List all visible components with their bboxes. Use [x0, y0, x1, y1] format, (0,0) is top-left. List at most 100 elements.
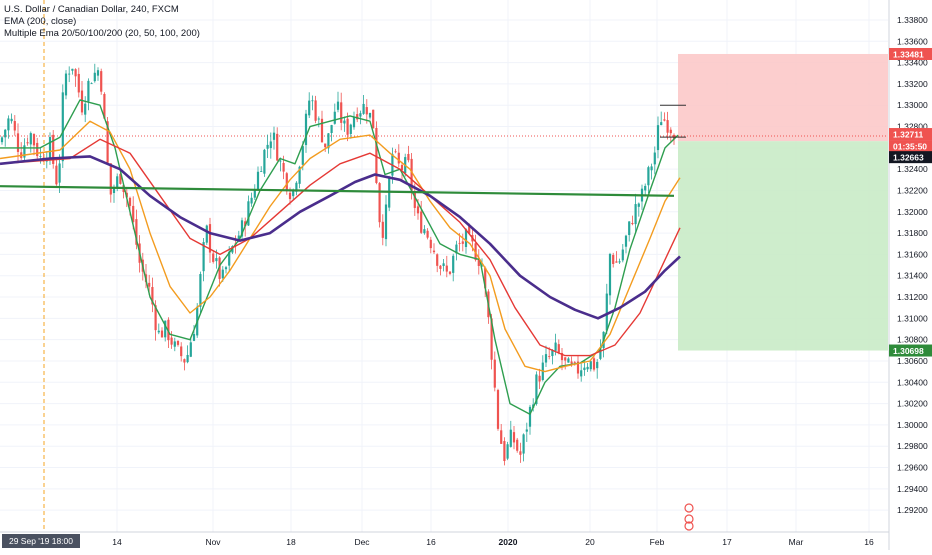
- y-tick-label: 1.30400: [897, 377, 928, 387]
- candle-body: [304, 113, 308, 146]
- candle-body: [612, 254, 615, 264]
- y-tick-label: 1.32000: [897, 207, 928, 217]
- candle-body: [589, 361, 592, 370]
- candle-body: [599, 349, 602, 359]
- event-markers[interactable]: [684, 503, 694, 531]
- candle-body: [666, 120, 669, 133]
- trendline[interactable]: [0, 185, 675, 197]
- candle-body: [301, 146, 304, 165]
- candle-body: [103, 93, 106, 119]
- ema100-line[interactable]: [0, 138, 681, 357]
- event-marker-icon[interactable]: [684, 503, 694, 513]
- candle-body: [192, 334, 196, 341]
- y-tick-label: 1.31600: [897, 249, 928, 259]
- countdown-label: 01:35:50: [893, 142, 927, 152]
- candle-body: [544, 354, 548, 363]
- candle-body: [218, 257, 221, 279]
- candle-body: [628, 221, 631, 236]
- candle-body: [621, 249, 624, 261]
- candle-body: [669, 129, 672, 134]
- candle-body: [288, 192, 292, 199]
- candle-body: [458, 242, 461, 244]
- y-tick-label: 1.31000: [897, 313, 928, 323]
- candle-body: [464, 229, 468, 247]
- candle-body: [535, 374, 538, 404]
- candle-body: [394, 151, 397, 153]
- candle-body: [266, 144, 269, 149]
- candle-body: [26, 142, 29, 144]
- candle-body: [634, 204, 637, 225]
- crosshair-date-bg: [2, 534, 80, 548]
- y-tick-label: 1.32200: [897, 185, 928, 195]
- candle-body: [663, 119, 666, 121]
- y-tick-label: 1.33400: [897, 58, 928, 68]
- y-tick-label: 1.29800: [897, 441, 928, 451]
- candle-body: [631, 222, 634, 225]
- candle-body: [160, 330, 164, 338]
- price-axis[interactable]: 1.33800 1.33600 1.33400 1.33200 1.33000 1.328…: [888, 0, 932, 550]
- candle-body: [327, 133, 330, 149]
- ema50-line[interactable]: [0, 120, 681, 373]
- event-marker-icon[interactable]: [684, 514, 694, 524]
- y-tick-label: 1.30200: [897, 399, 928, 409]
- candle-body: [506, 444, 509, 459]
- candle-body: [362, 103, 365, 114]
- candle-body: [365, 107, 368, 115]
- candle-body: [317, 118, 320, 120]
- candle-body: [650, 166, 653, 171]
- ema20-line[interactable]: [0, 99, 679, 415]
- candle-body: [375, 127, 378, 183]
- candle-body: [93, 72, 96, 82]
- event-marker-icon[interactable]: [684, 521, 694, 531]
- x-tick-label: 2020: [499, 537, 518, 547]
- ema200-line[interactable]: [0, 155, 681, 320]
- candle-body: [157, 330, 160, 333]
- candle-body: [314, 100, 317, 121]
- candle-body: [32, 134, 36, 146]
- candle-body: [269, 141, 272, 149]
- legend: U.S. Dollar / Canadian Dollar, 240, FXCM…: [4, 4, 200, 40]
- candle-body: [608, 253, 612, 296]
- candle-body: [384, 204, 388, 240]
- candle-body: [311, 100, 314, 102]
- candle-body: [84, 103, 87, 115]
- candle-body: [528, 406, 532, 427]
- candle-body: [125, 192, 128, 198]
- candle-body: [173, 341, 176, 347]
- candle-body: [23, 145, 26, 158]
- candle-body: [244, 221, 247, 227]
- candle-body: [215, 258, 218, 262]
- candle-body: [400, 165, 404, 170]
- candle-body: [576, 361, 580, 374]
- candle-body: [77, 73, 80, 93]
- x-tick-label: 20: [585, 537, 595, 547]
- candle-body: [256, 171, 260, 190]
- candle-body: [276, 133, 279, 161]
- candle-body: [349, 124, 352, 134]
- candle-body: [260, 171, 263, 172]
- candle-body: [567, 358, 570, 363]
- candle-body: [330, 125, 333, 134]
- candle-body: [13, 121, 16, 131]
- crosshair-date-label: 29 Sep '19 18:00: [9, 536, 73, 546]
- candle-body: [557, 344, 560, 353]
- candle-body: [100, 71, 103, 92]
- candle-body: [496, 390, 500, 429]
- candles: [0, 63, 676, 466]
- candle-body: [285, 173, 288, 192]
- take-profit-zone[interactable]: [678, 141, 888, 351]
- x-tick-label: 16: [864, 537, 874, 547]
- candle-body: [656, 125, 660, 151]
- candle-body: [407, 153, 410, 161]
- candle-body: [68, 73, 71, 75]
- y-tick-label: 1.30600: [897, 356, 928, 366]
- candle-body: [180, 346, 183, 357]
- candle-body: [263, 149, 266, 174]
- stop-loss-zone[interactable]: [678, 53, 888, 142]
- candle-body: [356, 114, 359, 120]
- candle-body: [186, 354, 189, 363]
- candle-body: [189, 342, 192, 357]
